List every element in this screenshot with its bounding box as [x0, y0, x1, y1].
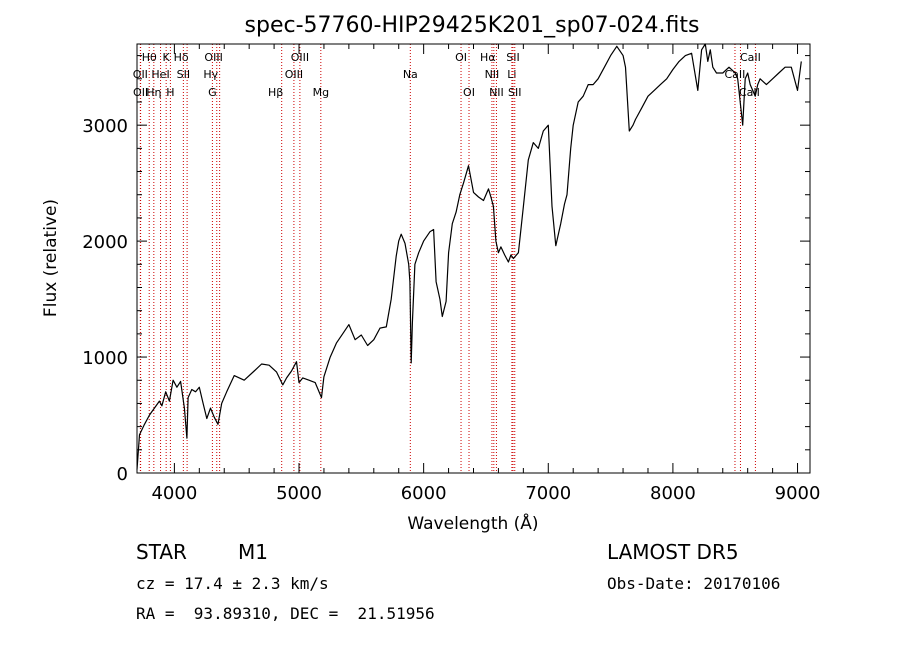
line-label: G [208, 86, 217, 99]
x-tick-label: 9000 [775, 483, 821, 504]
line-label: OIII [204, 51, 222, 64]
chart-title: spec-57760-HIP29425K201_sp07-024.fits [245, 13, 700, 38]
survey-name: LAMOST DR5 [607, 540, 739, 564]
y-tick-label: 0 [117, 464, 128, 485]
line-label: Hδ [174, 51, 189, 64]
object-subclass: M1 [238, 540, 268, 564]
line-label: HeI [151, 68, 169, 81]
y-axis-label: Flux (relative) [41, 199, 61, 317]
x-tick-label: 5000 [276, 483, 322, 504]
spectrum-layer [136, 43, 802, 470]
x-tick-label: 7000 [525, 483, 571, 504]
line-label: CaII [725, 68, 746, 81]
y-tick-label: 1000 [82, 348, 128, 369]
line-label: Hα [480, 51, 496, 64]
coordinates: RA = 93.89310, DEC = 21.51956 [136, 604, 435, 623]
line-label: Hη [146, 86, 161, 99]
line-label: SII [508, 86, 521, 99]
line-label: OI [455, 51, 467, 64]
plot-frame [136, 43, 811, 474]
line-label: NII [485, 68, 500, 81]
x-axis-label: Wavelength (Å) [407, 512, 538, 534]
line-label: SII [506, 51, 519, 64]
x-tick-label: 4000 [151, 483, 197, 504]
line-label: SII [177, 68, 190, 81]
line-label: CaII [740, 51, 761, 64]
line-label: Hθ [142, 51, 157, 64]
line-label: Hβ [268, 86, 283, 99]
line-label: OIII [291, 51, 309, 64]
object-class: STAR [136, 540, 187, 564]
x-tick-label: 8000 [650, 483, 696, 504]
y-tick-label: 3000 [82, 116, 128, 137]
line-label: Hγ [203, 68, 218, 81]
line-label: NII [489, 86, 504, 99]
x-tick-label: 6000 [401, 483, 447, 504]
line-label: Na [403, 68, 418, 81]
spectrum-line [136, 43, 802, 470]
redshift-text: cz = 17.4 ± 2.3 km/s [136, 574, 329, 593]
line-label: H [166, 86, 174, 99]
line-label: Mg [313, 86, 329, 99]
y-tick-label: 2000 [82, 232, 128, 253]
line-label: K [163, 51, 171, 64]
axis-ticks: 4000 5000 6000 7000 8000 9000 0 1000 2000 3000 [82, 44, 820, 504]
line-label: Li [507, 68, 516, 81]
line-label: OIII [285, 68, 303, 81]
obs-date: Obs-Date: 20170106 [607, 574, 781, 593]
line-label: OI [463, 86, 475, 99]
